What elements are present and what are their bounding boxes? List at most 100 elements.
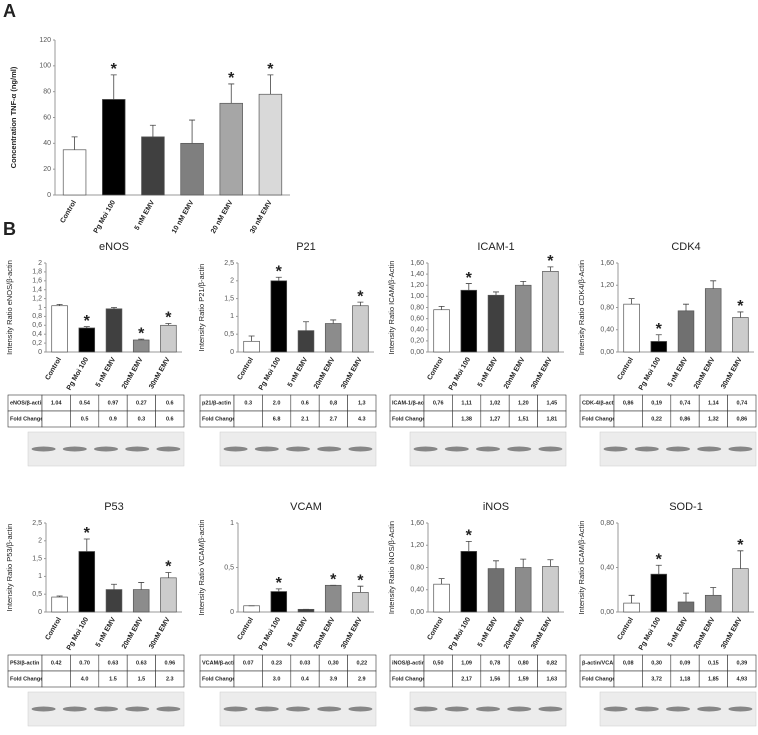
x-tick-label: 20nM EMV: [503, 616, 527, 650]
table-text: 1,11: [461, 400, 471, 406]
table-text: 1,63: [546, 676, 557, 682]
table-text: Fold Change: [10, 676, 43, 682]
blot-band: [286, 446, 310, 452]
table-text: 1,45: [546, 400, 557, 406]
significance-marker: *: [357, 288, 364, 305]
error-bar: [438, 578, 445, 585]
table-text: 0.9: [109, 416, 117, 422]
error-bar: [110, 74, 117, 100]
error-bar: [165, 572, 172, 578]
table-text: VCAM/β-actin: [202, 660, 238, 666]
x-tick-label: 30 nM EMV: [249, 199, 274, 235]
table-text: 4.3: [358, 416, 366, 422]
error-bar: [628, 594, 635, 604]
table-text: Fold Change: [202, 676, 235, 682]
chart-title: SOD-1: [669, 501, 703, 513]
blot-band: [476, 446, 500, 452]
table-text: 0,82: [546, 660, 557, 666]
error-bar: [493, 560, 499, 569]
y-tick-label: 0,00: [600, 609, 614, 616]
table-text: Fold Change: [582, 676, 615, 682]
blot-band: [634, 446, 659, 452]
y-tick-label: 1,00: [410, 293, 424, 300]
bar: [460, 289, 478, 353]
blot-band: [223, 446, 248, 452]
bar: [704, 288, 722, 353]
table-text: 0,50: [433, 660, 444, 666]
x-tick-label: 30nM EMV: [340, 356, 364, 390]
blot-band: [666, 706, 690, 712]
y-tick-label: 1: [230, 520, 234, 527]
error-bar: [465, 540, 472, 552]
x-tick-label: 20 nM EMV: [210, 199, 235, 235]
table-text: 1,18: [680, 676, 691, 682]
blot-band: [728, 706, 753, 712]
bar: [62, 149, 87, 196]
y-tick-label: 1,4: [32, 287, 42, 294]
table-text: 0.6: [166, 400, 174, 406]
blot-band: [666, 446, 690, 452]
table-text: 0,86: [736, 416, 747, 422]
y-tick-label: 2,5: [32, 520, 42, 527]
error-bar: [275, 588, 282, 592]
bar: [324, 584, 342, 613]
error-bar: [83, 538, 90, 552]
y-tick-label: 0,00: [410, 609, 424, 616]
table-cell: [727, 410, 757, 428]
y-tick-label: 0,5: [224, 331, 234, 338]
error-bar: [438, 305, 445, 310]
y-tick-label: 20: [43, 166, 51, 173]
bar: [732, 317, 749, 353]
table-text: 0.97: [108, 400, 119, 406]
x-tick-label: 20nM EMV: [121, 616, 145, 650]
y-tick-label: 0,00: [410, 349, 424, 356]
y-tick-label: 1,8: [32, 269, 42, 276]
blot-band: [507, 706, 532, 712]
bar: [258, 93, 283, 196]
table-text: 0,86: [623, 400, 634, 406]
chart-title: eNOS: [99, 241, 129, 253]
significance-marker: *: [165, 559, 172, 576]
table-text: P53/β-actin: [10, 660, 40, 666]
y-tick-label: 1,60: [600, 260, 614, 267]
bar: [514, 567, 532, 613]
bar: [105, 308, 123, 353]
error-bar: [71, 136, 78, 150]
error-bar: [248, 335, 255, 342]
table-text: 0,78: [490, 660, 501, 666]
y-tick-label: 1,5: [224, 295, 234, 302]
error-bar: [165, 323, 172, 326]
y-axis-label: Concentration TNF-α (ng/ml): [9, 66, 18, 168]
y-tick-label: 0: [47, 192, 51, 199]
x-tick-label: 20nM EMV: [693, 356, 717, 390]
chart-title: CDK4: [671, 241, 700, 253]
table-text: 3.0: [273, 676, 281, 682]
error-bar: [357, 585, 364, 593]
blot-band: [317, 706, 342, 712]
x-tick-label: 5 nM EMV: [287, 356, 310, 388]
error-bar: [737, 311, 744, 318]
significance-marker: *: [656, 551, 663, 568]
significance-marker: *: [84, 525, 91, 542]
table-text: 2.1: [301, 416, 309, 422]
table-text: 0.42: [51, 660, 62, 666]
bar: [650, 341, 668, 353]
error-bar: [710, 587, 717, 596]
table-text: 0.6: [166, 416, 174, 422]
x-tick-label: 10 nM EMV: [171, 199, 196, 235]
table-cell: [423, 410, 453, 428]
bar: [623, 602, 640, 613]
blot-band: [538, 446, 563, 452]
error-bar: [56, 303, 63, 306]
significance-marker: *: [466, 528, 473, 545]
bar: [352, 592, 369, 613]
blot-band: [476, 706, 500, 712]
bar: [243, 340, 260, 353]
y-tick-label: 0,40: [410, 587, 424, 594]
table-text: 1,20: [518, 400, 529, 406]
table-text: 1,38: [461, 416, 472, 422]
bar: [514, 284, 532, 353]
bar: [160, 577, 177, 613]
y-tick-label: 0,40: [600, 564, 614, 571]
table-cell: [537, 670, 567, 688]
